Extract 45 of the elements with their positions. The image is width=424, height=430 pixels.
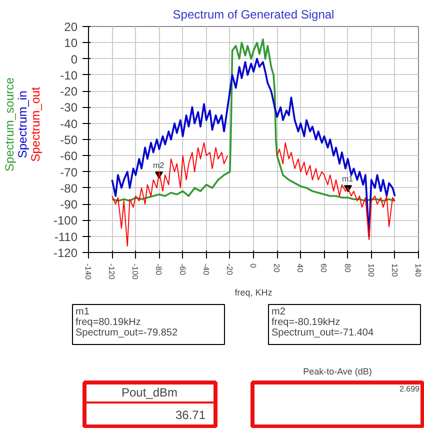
y-tick-label: -90: [60, 198, 78, 212]
x-tick-label: 40: [296, 264, 305, 273]
text: Pout_dBm: [121, 386, 178, 400]
y-tick-label: -60: [60, 149, 78, 164]
text: Spectrum_out: [28, 86, 42, 162]
y-tick-label: -80: [60, 181, 78, 196]
text: 2.699: [399, 384, 420, 394]
x-tick-label: 20: [272, 264, 282, 273]
x-tick-label: 0: [248, 264, 258, 268]
annotation: m2: [152, 161, 165, 170]
y-tick-label: -40: [60, 116, 78, 131]
x-axis-title: freq, KHz: [234, 288, 273, 298]
text: Peak-to-Ave (dB): [303, 366, 372, 376]
text: m2 freq=-80.19kHz Spectrum_out=-71.404: [272, 306, 374, 338]
y-tick-label: 10: [64, 36, 78, 50]
x-tick-label: 60: [319, 264, 328, 273]
x-tick-label: 140: [414, 264, 422, 278]
chart-title: Spectrum of Generated Signal: [172, 8, 334, 22]
y-tick-label: -70: [60, 165, 78, 180]
y-tick-label: -30: [60, 100, 78, 115]
x-tick-label: -40: [201, 264, 210, 276]
x-tick-label: 80: [342, 264, 352, 273]
y-tick-label: -100: [53, 214, 78, 228]
line-series: [111, 58, 396, 238]
x-tick-label: -60: [178, 264, 187, 276]
x-tick-label: -80: [154, 264, 164, 276]
text: 36.71: [175, 408, 206, 422]
line-series: [111, 38, 396, 202]
x-tick-label: 120: [390, 264, 399, 278]
x-tick-label: -20: [224, 264, 234, 276]
y-tick-label: -10: [60, 68, 78, 82]
y-tick-label: -20: [60, 84, 78, 99]
y-tick-label: -50: [60, 133, 78, 147]
x-tick-label: -100: [130, 264, 140, 280]
y-tick-label: -120: [53, 246, 78, 260]
x-tick-label: -140: [84, 264, 92, 280]
text: Spectrum_source: [2, 77, 16, 172]
x-tick-label: 100: [366, 264, 376, 278]
text: m1 freq=80.19kHz Spectrum_out=-79.852: [76, 306, 178, 338]
y-tick-label: -110: [54, 230, 78, 244]
text: Spectrum_in: [16, 90, 30, 158]
annotation: m1: [342, 174, 354, 184]
y-tick-label: 0: [70, 52, 78, 66]
x-tick-label: -120: [107, 264, 116, 280]
y-tick-label: 20: [64, 20, 78, 34]
